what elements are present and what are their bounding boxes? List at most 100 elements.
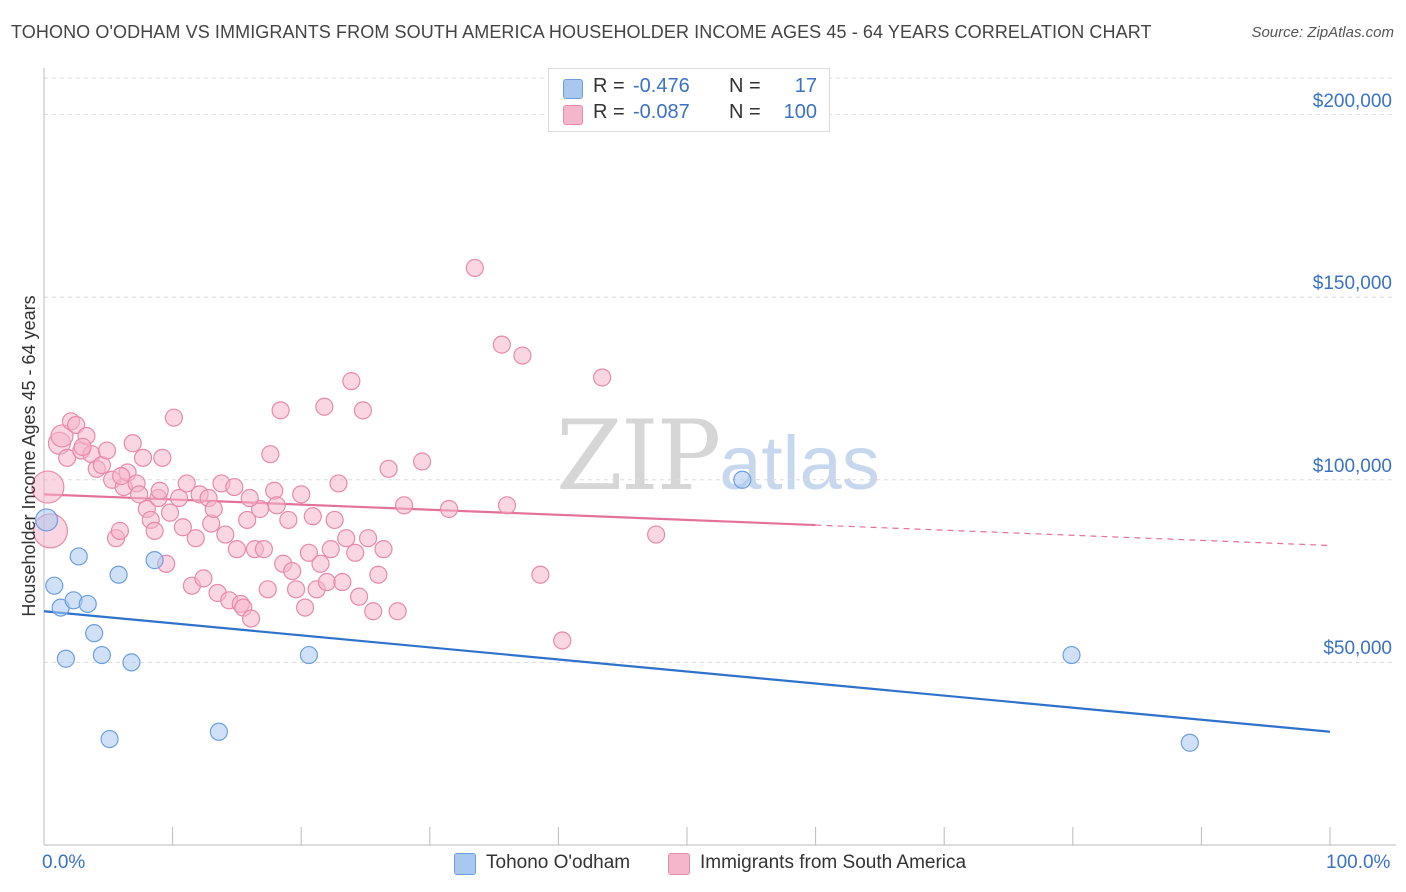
- south-america-point: [58, 448, 77, 467]
- series-legend-label: Tohono O'odham: [486, 852, 631, 873]
- y-tick-label: $200,000: [1312, 90, 1392, 112]
- x-tick-label-min: 0.0%: [42, 852, 86, 873]
- x-tick-label-max: 100.0%: [1326, 852, 1391, 873]
- south-america-point: [258, 580, 277, 599]
- south-america-point: [227, 540, 246, 559]
- tohono-point: [733, 470, 752, 489]
- south-america-point: [133, 448, 153, 467]
- south-america-point: [349, 587, 369, 606]
- south-america-point: [388, 602, 407, 621]
- south-america-point: [177, 474, 196, 493]
- chart-title: TOHONO O'ODHAM VS IMMIGRANTS FROM SOUTH …: [11, 22, 1152, 42]
- legend-swatch-tohono: [454, 853, 476, 875]
- south-america-point: [593, 368, 612, 387]
- south-america-point: [321, 540, 340, 559]
- south-america-point: [353, 401, 373, 420]
- south-america-point: [337, 529, 356, 548]
- tohono-point: [122, 653, 141, 672]
- series-legend-label: Immigrants from South America: [700, 852, 967, 873]
- y-tick-label: $150,000: [1312, 273, 1392, 295]
- legend-r-value: -0.476: [633, 75, 690, 97]
- source-label: Source: ZipAtlas.com: [1251, 24, 1394, 41]
- south-america-point: [254, 540, 274, 559]
- south-america-point: [292, 485, 311, 504]
- south-america-point: [150, 481, 169, 500]
- south-america-point: [369, 565, 388, 584]
- south-america-point: [333, 572, 352, 592]
- tohono-point: [100, 729, 119, 749]
- grid-layer: [44, 77, 1396, 663]
- trend-line-extension: [815, 524, 1331, 547]
- south-america-point: [267, 496, 286, 515]
- correlation-legend: R = -0.476 N = 17 R = -0.087 N = 100: [548, 68, 830, 132]
- y-tick-label: $100,000: [1312, 455, 1392, 477]
- south-america-point: [303, 507, 322, 526]
- south-america-point: [412, 452, 432, 471]
- legend-r-label: R =: [593, 75, 625, 97]
- south-america-point: [123, 434, 142, 453]
- south-america-point: [465, 258, 484, 278]
- legend-swatch-south-america: [668, 853, 690, 875]
- south-america-point: [311, 554, 330, 573]
- tohono-point: [209, 722, 228, 741]
- axis-layer: [43, 68, 1396, 846]
- south-america-point: [169, 488, 189, 508]
- south-america-point: [379, 459, 398, 478]
- legend-r-value: -0.087: [633, 101, 690, 123]
- legend-r-label: R =: [593, 101, 625, 123]
- series-legend: Tohono O'odham Immigrants from South Ame…: [0, 852, 1406, 878]
- south-america-point: [374, 540, 393, 559]
- tohono-point: [45, 576, 64, 595]
- south-america-point: [73, 437, 92, 456]
- south-america-point: [186, 529, 205, 548]
- south-america-point: [283, 561, 302, 581]
- tohono-point: [78, 594, 97, 614]
- south-america-point: [145, 521, 164, 540]
- tohono-point: [34, 508, 59, 532]
- south-america-point: [295, 598, 315, 617]
- south-america-point: [325, 510, 344, 530]
- legend-swatch-south-america: [563, 105, 583, 125]
- south-america-point: [492, 335, 511, 354]
- south-america-point: [317, 572, 337, 592]
- tohono-point: [92, 645, 111, 665]
- south-america-point: [299, 543, 319, 562]
- legend-n-label: N =: [729, 75, 761, 97]
- legend-n-value: 17: [794, 75, 817, 97]
- south-america-point: [153, 448, 172, 467]
- south-america-point: [110, 521, 129, 540]
- south-america-point: [279, 510, 298, 530]
- south-america-point: [513, 346, 532, 365]
- legend-n-value: 100: [783, 101, 817, 123]
- south-america-point: [241, 609, 261, 628]
- south-america-point: [194, 569, 213, 588]
- south-america-point: [358, 529, 378, 548]
- tohono-point: [85, 624, 104, 643]
- south-america-point: [271, 401, 290, 420]
- south-america-point: [130, 485, 149, 504]
- south-america-point: [160, 503, 180, 522]
- south-america-point: [50, 424, 74, 448]
- south-america-point: [531, 565, 550, 584]
- south-america-point: [204, 499, 223, 519]
- tohono-point: [56, 649, 75, 668]
- legend-swatch-tohono: [563, 79, 583, 99]
- points-layer: [31, 258, 1199, 752]
- south-america-point: [261, 445, 280, 464]
- tohono-point: [1062, 645, 1081, 665]
- south-america-point: [553, 631, 572, 650]
- south-america-point: [364, 602, 383, 621]
- south-america-point: [346, 543, 365, 562]
- y-tick-label: $50,000: [1323, 638, 1392, 660]
- legend-n-label: N =: [729, 101, 761, 123]
- tohono-point: [1180, 733, 1199, 752]
- tohono-point: [145, 551, 164, 570]
- south-america-point: [342, 372, 361, 391]
- south-america-point: [286, 580, 306, 599]
- tohono-point: [69, 547, 88, 566]
- south-america-point: [31, 470, 65, 504]
- trend-line: [43, 610, 1331, 733]
- south-america-point: [647, 525, 666, 544]
- tohono-point: [299, 645, 319, 665]
